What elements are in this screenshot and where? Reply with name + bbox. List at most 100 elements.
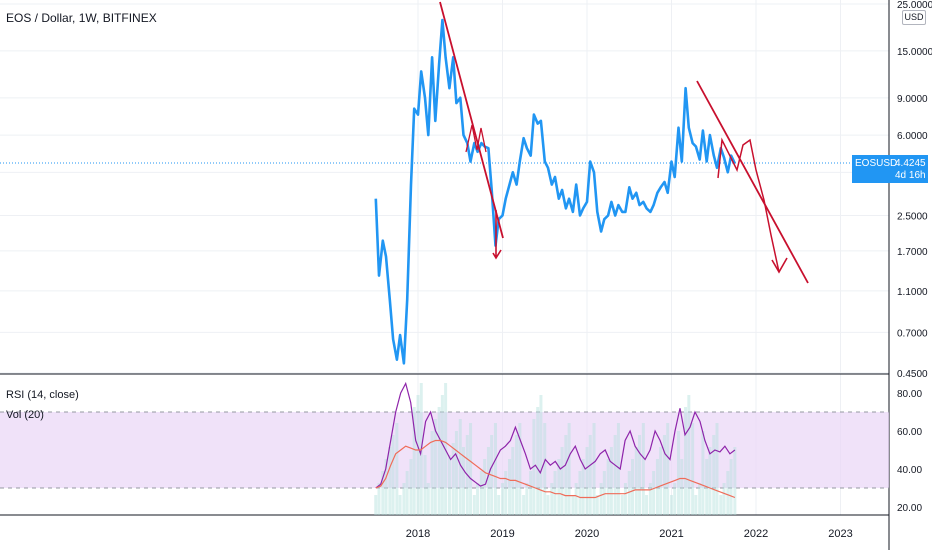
- volume-bar: [515, 435, 519, 515]
- volume-bar: [529, 471, 533, 515]
- volume-bar: [684, 407, 688, 515]
- volume-bar: [402, 483, 406, 515]
- volume-bar: [698, 483, 702, 515]
- rsi-tick-label: 80.00: [897, 389, 922, 400]
- volume-bar: [670, 495, 673, 515]
- volume-bar: [454, 431, 458, 515]
- volume-bar: [525, 483, 529, 515]
- trendline-1: [439, 1, 504, 239]
- y-tick-label: 25.0000: [897, 0, 932, 11]
- last-price: 4.4245: [895, 158, 926, 170]
- volume-bar: [673, 483, 677, 515]
- volume-bar: [694, 495, 698, 515]
- rsi-tick-label: 20.00: [897, 503, 922, 514]
- volume-bar: [606, 459, 610, 515]
- volume-bar: [405, 471, 409, 515]
- vol-indicator-label[interactable]: Vol (20): [6, 409, 44, 421]
- volume-bar: [592, 423, 596, 515]
- volume-bar: [567, 423, 571, 515]
- rsi-tick-label: 60.00: [897, 427, 922, 438]
- volume-bar: [433, 419, 437, 515]
- volume-bar: [687, 395, 691, 515]
- volume-bar: [483, 459, 487, 515]
- symbol-label: EOSUSD: [855, 158, 898, 170]
- volume-bar: [501, 483, 504, 515]
- y-tick-label: 15.0000: [897, 47, 932, 58]
- rsi-line: [375, 381, 736, 489]
- volume-bar: [627, 471, 631, 515]
- volume-bar: [564, 435, 568, 515]
- volume-bar: [680, 459, 684, 515]
- volume-bar: [557, 459, 561, 515]
- y-tick-label: 9.0000: [897, 94, 928, 105]
- volume-bar: [437, 407, 441, 515]
- y-tick-label: 0.7000: [897, 328, 928, 339]
- volume-bar: [733, 447, 737, 515]
- volume-bar: [708, 447, 712, 515]
- chart-title: EOS / Dollar, 1W, BITFINEX: [6, 11, 157, 25]
- x-tick-label: 2023: [828, 528, 852, 540]
- volume-bar: [518, 423, 522, 515]
- volume-bar: [381, 471, 385, 515]
- volume-bar: [691, 423, 695, 515]
- volume-bar: [476, 483, 480, 515]
- volume-bar: [641, 423, 645, 515]
- volume-bar: [398, 495, 402, 515]
- volume-bar: [616, 423, 620, 515]
- volume-bar: [609, 447, 613, 515]
- volume-bar: [726, 471, 730, 515]
- rsi-ma-line: [375, 439, 736, 499]
- volume-bar: [630, 459, 634, 515]
- trend-arrow-2: [771, 257, 788, 274]
- volume-bar: [677, 431, 681, 515]
- volume-bar: [493, 423, 497, 515]
- volume-bar: [384, 459, 388, 515]
- last-price-badge: EOSUSD 4.4245 4d 16h: [852, 155, 928, 184]
- volume-bar: [571, 495, 575, 515]
- rsi-band: [0, 412, 889, 488]
- volume-bar: [539, 395, 543, 515]
- volume-bar: [395, 423, 399, 515]
- x-tick-label: 2022: [744, 528, 768, 540]
- trendline-2: [696, 80, 809, 284]
- volume-bar: [409, 459, 413, 515]
- x-tick-label: 2021: [659, 528, 683, 540]
- volume-bar: [546, 495, 550, 515]
- volume-bar: [662, 435, 666, 515]
- volume-bar: [486, 447, 490, 515]
- volume-bar: [497, 495, 501, 515]
- countdown: 4d 16h: [895, 170, 926, 182]
- volume-bar: [469, 423, 473, 515]
- volume-bar: [388, 447, 392, 515]
- volume-bar: [447, 455, 451, 515]
- volume-bar: [451, 443, 455, 515]
- price-line: [374, 18, 737, 365]
- volume-bar: [377, 483, 381, 515]
- x-tick-label: 2019: [490, 528, 514, 540]
- volume-bar: [652, 471, 656, 515]
- volume-bar: [719, 495, 723, 515]
- volume-bar: [522, 495, 526, 515]
- x-tick-label: 2018: [406, 528, 430, 540]
- volume-bar: [374, 495, 378, 515]
- volume-bar: [666, 423, 670, 515]
- x-tick-label: 2020: [575, 528, 599, 540]
- volume-bar: [659, 447, 663, 515]
- volume-bar: [426, 483, 430, 515]
- volume-bar: [729, 459, 733, 515]
- rsi-indicator-label[interactable]: RSI (14, close): [6, 389, 79, 401]
- volume-bar: [581, 459, 585, 515]
- volume-bar: [391, 435, 395, 515]
- volume-bar: [701, 431, 705, 515]
- volume-bar: [508, 459, 512, 515]
- volume-bar: [574, 483, 578, 515]
- y-tick-label: 1.7000: [897, 247, 928, 258]
- currency-badge[interactable]: USD: [902, 10, 926, 25]
- volume-bar: [543, 423, 547, 515]
- y-tick-label: 1.1000: [897, 287, 928, 298]
- volume-bar: [595, 495, 599, 515]
- volume-bar: [602, 471, 606, 515]
- volume-bar: [550, 483, 554, 515]
- volume-bar: [588, 435, 592, 515]
